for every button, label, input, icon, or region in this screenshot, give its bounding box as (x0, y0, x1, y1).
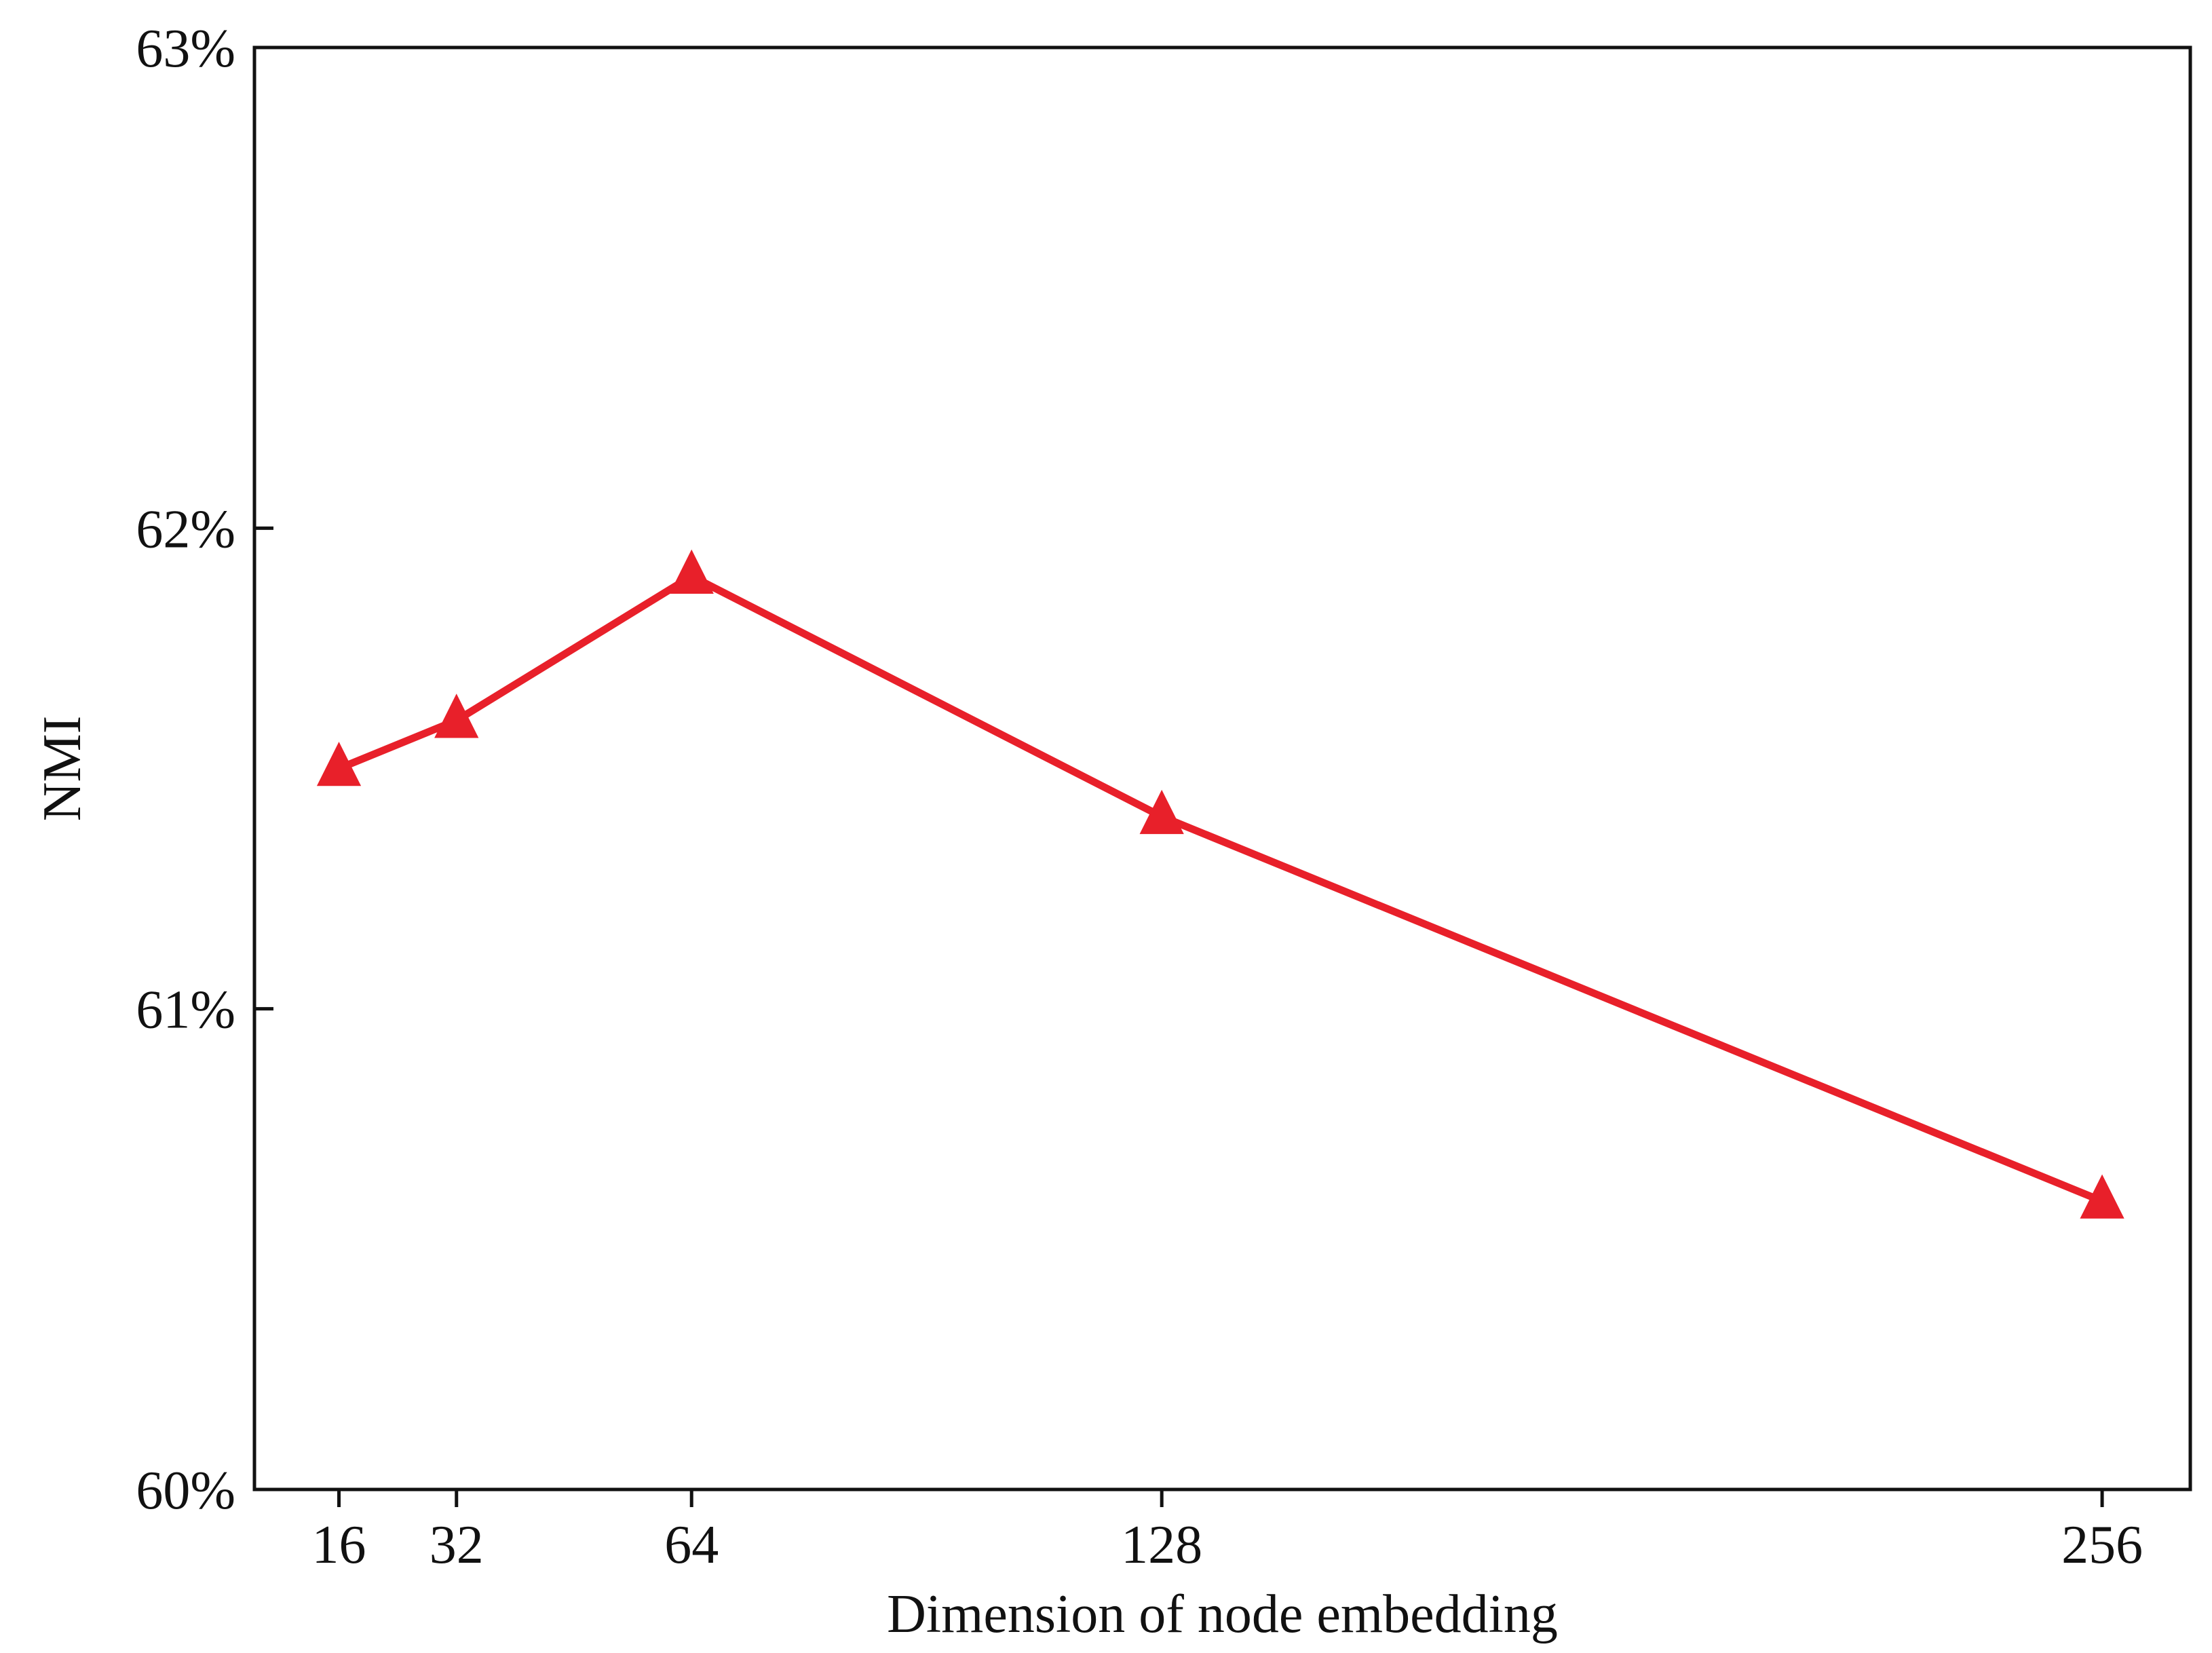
y-tick-label: 63% (136, 19, 235, 79)
x-tick-label: 256 (2061, 1515, 2143, 1575)
data-point-marker (316, 742, 362, 786)
x-tick-label: 16 (312, 1515, 366, 1575)
y-tick-label: 60% (136, 1461, 235, 1521)
data-point-marker (2080, 1174, 2124, 1219)
data-point-marker (1139, 789, 1184, 835)
x-tick-label: 128 (1121, 1515, 1202, 1575)
series-line (335, 572, 2106, 1205)
axis-ticks (254, 45, 2104, 1507)
tick-labels: 60% 61% 62% 63% 16 32 64 128 256 (136, 19, 2143, 1575)
plot-frame (252, 45, 2192, 1492)
series-layer (316, 549, 2124, 1219)
x-tick-label: 64 (664, 1515, 719, 1575)
y-axis-title: NMI (33, 716, 92, 822)
x-axis-title: Dimension of node embedding (887, 1584, 1558, 1644)
data-point-marker (669, 549, 714, 594)
x-tick-label: 32 (430, 1515, 484, 1575)
y-tick-label: 62% (136, 499, 235, 559)
y-tick-label: 61% (136, 981, 235, 1040)
data-point-marker (434, 694, 479, 738)
